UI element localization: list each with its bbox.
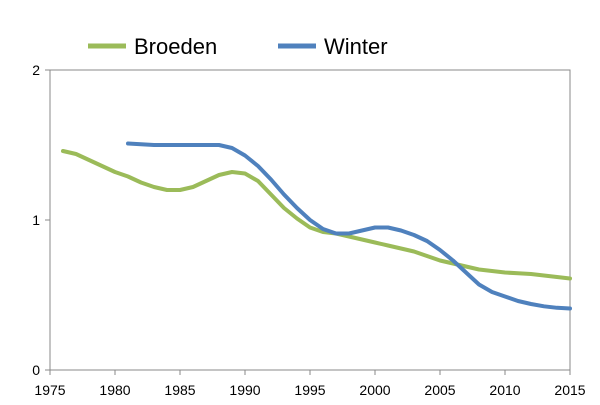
legend-label-broeden: Broeden — [134, 34, 217, 59]
y-tick-label: 2 — [32, 62, 40, 78]
x-tick-label: 1995 — [294, 382, 325, 398]
series-line-broeden — [61, 149, 572, 281]
x-tick-label: 1990 — [229, 382, 260, 398]
y-axis: 0 1 2 — [32, 62, 50, 378]
series-lines — [61, 141, 572, 311]
x-tick-label: 2005 — [424, 382, 455, 398]
x-tick-label: 2015 — [554, 382, 585, 398]
x-tick-label: 1980 — [99, 382, 130, 398]
x-tick-label: 1985 — [164, 382, 195, 398]
y-tick-label: 0 — [32, 362, 40, 378]
y-tick-label: 1 — [32, 212, 40, 228]
series-line-winter — [126, 141, 572, 311]
x-axis: 1975 1980 1985 1990 1995 2000 2005 2010 2015 — [34, 370, 586, 398]
x-tick-label: 1975 — [34, 382, 65, 398]
legend-label-winter: Winter — [324, 34, 388, 59]
x-tick-label: 2000 — [359, 382, 390, 398]
legend: Broeden Winter — [88, 34, 388, 59]
x-tick-label: 2010 — [489, 382, 520, 398]
